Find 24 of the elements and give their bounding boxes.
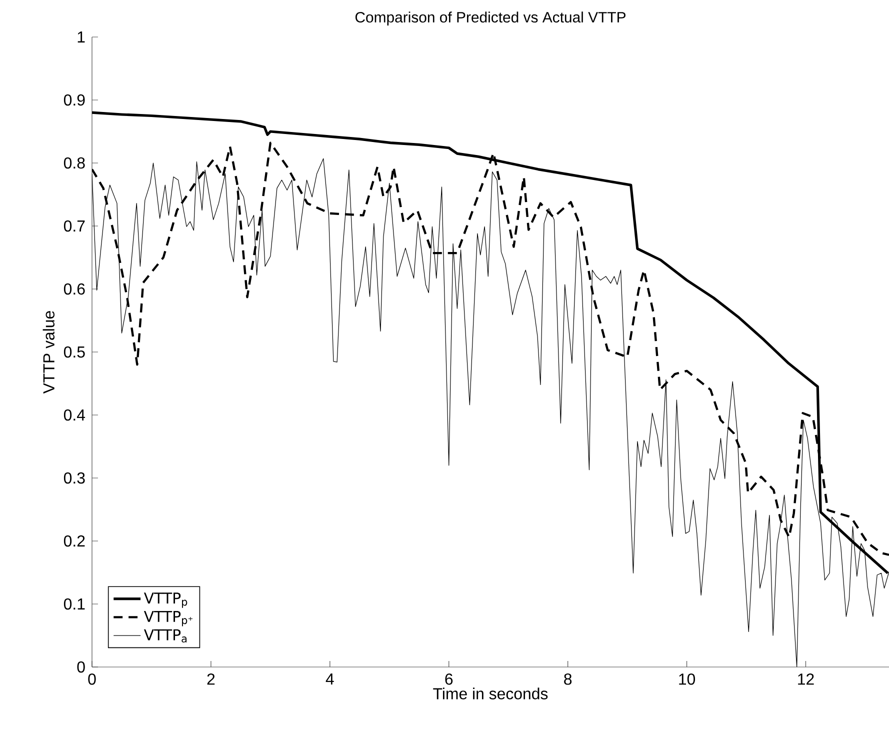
legend-label: VTTP$_{p⁺}$	[144, 610, 193, 626]
y-axis-title: VTTP value	[42, 311, 54, 394]
x-tick-label: 12	[798, 674, 814, 685]
x-tick-label: 6	[445, 674, 453, 685]
y-tick-label: 0.9	[64, 94, 85, 106]
x-tick-label: 2	[207, 674, 215, 685]
legend-label: VTTP$_{p}$	[144, 592, 188, 608]
x-axis-title: Time in seconds	[433, 688, 548, 700]
x-tick-label: 4	[326, 674, 334, 684]
y-tick-label: 0.4	[64, 409, 86, 421]
y-tick-label: 0.3	[64, 472, 85, 484]
chart-title: Comparison of Predicted vs Actual VTTP	[355, 12, 626, 26]
legend-label: VTTP$_{a}$	[144, 629, 187, 643]
x-tick-label: 10	[679, 674, 696, 685]
y-tick-label: 1	[78, 32, 85, 42]
y-tick-label: 0.1	[64, 598, 85, 610]
y-tick-label: 0.8	[64, 157, 85, 169]
y-tick-label: 0.7	[64, 220, 85, 232]
y-tick-label: 0	[77, 661, 85, 673]
y-tick-label: 0.6	[64, 283, 85, 295]
y-tick-label: 0.2	[64, 535, 85, 547]
x-tick-label: 8	[564, 674, 572, 685]
y-tick-label: 0.5	[64, 346, 85, 358]
x-tick-label: 0	[88, 674, 96, 685]
